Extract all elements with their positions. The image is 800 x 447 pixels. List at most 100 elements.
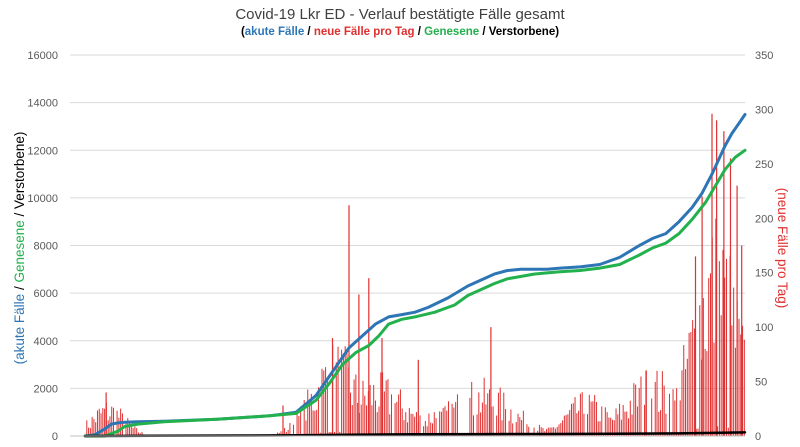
daily-bar: [341, 349, 343, 436]
series-line-genesene: [83, 148, 747, 438]
daily-bar: [522, 410, 524, 436]
daily-bar: [360, 404, 362, 436]
daily-bar-spike: [645, 370, 647, 436]
daily-bar: [446, 410, 448, 436]
chart-subtitle: (akute Fälle / neue Fälle pro Tag / Gene…: [0, 26, 800, 38]
daily-bar: [410, 413, 412, 436]
daily-bar: [298, 416, 300, 436]
daily-bar: [656, 370, 658, 436]
daily-bar: [587, 414, 589, 436]
daily-bar: [280, 431, 282, 436]
daily-bar: [693, 328, 695, 436]
daily-bar: [549, 427, 551, 436]
daily-bar: [387, 379, 389, 436]
daily-bar: [424, 420, 426, 436]
daily-bar: [690, 332, 692, 436]
daily-bar: [284, 428, 286, 436]
daily-bar: [113, 407, 115, 436]
daily-bar: [309, 401, 311, 436]
daily-bar: [496, 415, 498, 436]
daily-bar: [676, 388, 678, 436]
daily-bar: [636, 406, 638, 436]
daily-bar: [98, 408, 100, 436]
daily-bar-spike: [105, 392, 107, 436]
daily-bar: [606, 412, 608, 436]
daily-bar: [433, 412, 435, 436]
daily-bar: [335, 362, 337, 436]
daily-bar: [407, 422, 409, 436]
daily-bar-spike: [716, 120, 718, 437]
daily-bar: [401, 408, 403, 436]
y-tick-label: 6000: [34, 288, 58, 300]
daily-bar: [599, 421, 601, 436]
daily-bar: [631, 414, 633, 436]
daily-bar: [137, 432, 139, 436]
daily-bar-spike: [736, 185, 738, 436]
daily-bar-spike: [331, 338, 334, 436]
subtitle-part: /: [304, 26, 314, 38]
daily-bar: [624, 411, 626, 436]
daily-bar: [289, 422, 291, 436]
y-tick-label: 14000: [27, 98, 58, 110]
daily-bar: [497, 392, 499, 436]
daily-bar-spike: [741, 245, 743, 436]
daily-bar: [376, 412, 378, 436]
daily-bar: [595, 401, 597, 436]
daily-bar: [121, 413, 123, 436]
daily-bar: [688, 332, 690, 436]
daily-bar: [644, 404, 646, 436]
daily-bar: [533, 427, 535, 436]
y2-tick-label: 150: [755, 268, 773, 280]
daily-bar: [565, 415, 567, 436]
y2-tick-label: 300: [755, 104, 773, 116]
daily-bar: [378, 406, 380, 436]
daily-bar: [426, 426, 428, 436]
y-label-part: Verstorbene): [12, 132, 27, 209]
daily-bar: [590, 401, 592, 436]
daily-bar: [661, 371, 663, 436]
daily-bar-spike: [723, 131, 725, 436]
daily-bar: [321, 368, 323, 436]
daily-bar: [594, 395, 596, 436]
daily-bar: [702, 298, 704, 436]
daily-bar: [706, 351, 708, 436]
daily-bar: [303, 399, 305, 436]
y-label-part: Genesene: [12, 220, 27, 282]
daily-bar: [391, 394, 393, 436]
daily-bar: [551, 427, 553, 436]
y2-axis-label: (neue Fälle pro Tag): [775, 188, 790, 309]
daily-bar: [287, 429, 289, 436]
daily-bar-spike: [358, 294, 360, 436]
daily-bar: [351, 405, 353, 436]
y2-tick-label: 0: [755, 431, 761, 443]
daily-bar: [96, 410, 98, 436]
daily-bar: [629, 400, 631, 436]
daily-bar: [563, 415, 565, 436]
daily-bar: [86, 420, 88, 436]
daily-bar: [619, 403, 621, 436]
daily-bar: [508, 420, 510, 436]
subtitle-part: neue Fälle pro Tag: [313, 26, 415, 38]
daily-bar: [408, 408, 410, 436]
daily-bar: [412, 413, 414, 436]
daily-bar: [385, 380, 387, 436]
daily-bar: [547, 427, 549, 436]
daily-bar: [715, 218, 717, 436]
daily-bar: [674, 400, 676, 436]
daily-bar: [383, 391, 385, 436]
daily-bar: [439, 411, 441, 436]
y-tick-label: 10000: [27, 193, 58, 205]
daily-bar: [104, 408, 106, 436]
daily-bar: [364, 395, 366, 436]
daily-bar: [626, 411, 628, 436]
daily-bar: [704, 348, 706, 436]
daily-bar: [89, 427, 91, 436]
daily-bar: [588, 394, 590, 436]
daily-bar: [394, 403, 396, 436]
daily-bar: [638, 388, 640, 436]
subtitle-part: Verstorbene): [488, 26, 560, 38]
daily-bar: [350, 392, 352, 436]
daily-bar: [431, 423, 433, 436]
daily-bar: [604, 407, 606, 436]
y-tick-label: 8000: [34, 241, 58, 253]
